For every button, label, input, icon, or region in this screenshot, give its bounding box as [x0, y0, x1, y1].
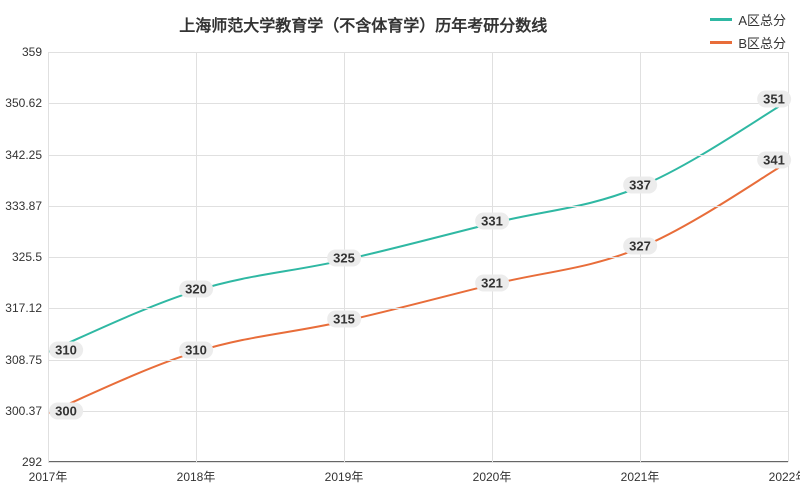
y-tick-label: 342.25 — [5, 148, 42, 162]
data-label: 351 — [757, 90, 791, 107]
gridline-v — [640, 52, 641, 462]
x-tick-label: 2019年 — [325, 468, 364, 485]
data-label: 320 — [179, 280, 213, 297]
data-label: 310 — [49, 341, 83, 358]
data-label: 321 — [475, 274, 509, 291]
data-label: 310 — [179, 341, 213, 358]
y-tick-label: 300.37 — [5, 404, 42, 418]
gridline-h — [48, 308, 788, 309]
legend-label-b: B区总分 — [738, 33, 786, 52]
legend-item-a: A区总分 — [710, 10, 786, 29]
legend: A区总分 B区总分 — [710, 10, 786, 56]
gridline-h — [48, 411, 788, 412]
data-label: 325 — [327, 250, 361, 267]
gridline-v — [788, 52, 789, 462]
gridline-v — [492, 52, 493, 462]
y-tick-label: 317.12 — [5, 301, 42, 315]
x-tick-label: 2022年 — [769, 468, 800, 485]
gridline-h — [48, 462, 788, 463]
plot-area: 292300.37308.75317.12325.5333.87342.2535… — [48, 52, 788, 462]
data-label: 341 — [757, 152, 791, 169]
y-tick-label: 308.75 — [5, 353, 42, 367]
y-tick-label: 333.87 — [5, 199, 42, 213]
data-label: 315 — [327, 311, 361, 328]
legend-label-a: A区总分 — [738, 10, 786, 29]
gridline-h — [48, 360, 788, 361]
gridline-h — [48, 52, 788, 53]
legend-item-b: B区总分 — [710, 33, 786, 52]
x-tick-label: 2018年 — [177, 468, 216, 485]
gridline-h — [48, 206, 788, 207]
data-label: 300 — [49, 403, 83, 420]
y-tick-label: 292 — [22, 455, 42, 469]
y-tick-label: 359 — [22, 45, 42, 59]
y-tick-label: 350.62 — [5, 96, 42, 110]
gridline-v — [196, 52, 197, 462]
gridline-h — [48, 155, 788, 156]
legend-swatch-b — [710, 41, 732, 44]
data-label: 327 — [623, 237, 657, 254]
x-tick-label: 2021年 — [621, 468, 660, 485]
series-line — [48, 101, 788, 352]
legend-swatch-a — [710, 18, 732, 21]
y-tick-label: 325.5 — [12, 250, 42, 264]
gridline-h — [48, 257, 788, 258]
series-line — [48, 162, 788, 413]
gridline-v — [48, 52, 49, 462]
x-tick-label: 2017年 — [29, 468, 68, 485]
chart-container: 上海师范大学教育学（不含体育学）历年考研分数线 A区总分 B区总分 292300… — [0, 0, 800, 500]
data-label: 337 — [623, 176, 657, 193]
data-label: 331 — [475, 213, 509, 230]
x-tick-label: 2020年 — [473, 468, 512, 485]
gridline-h — [48, 103, 788, 104]
chart-title: 上海师范大学教育学（不含体育学）历年考研分数线 — [179, 12, 547, 36]
